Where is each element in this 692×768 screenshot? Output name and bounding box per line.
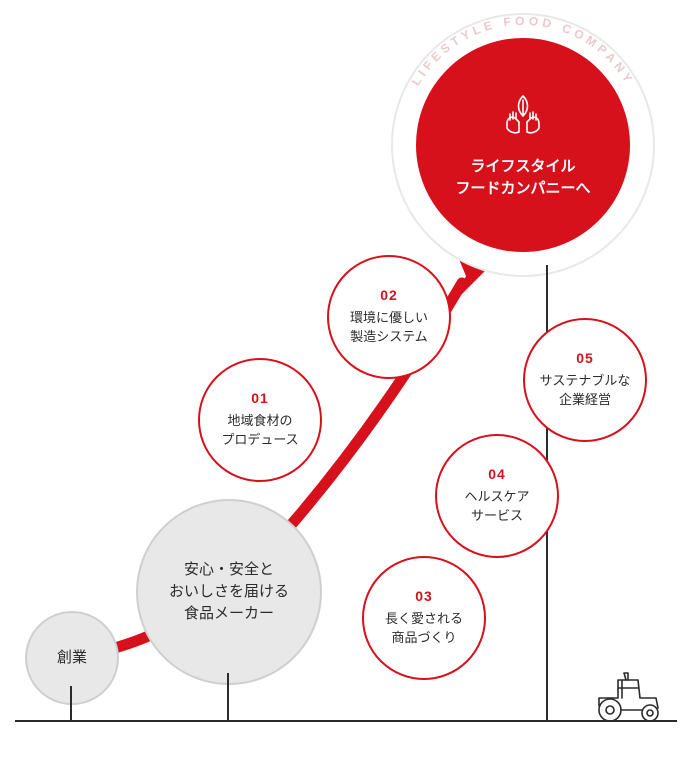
pillar-label-line: 地域食材の	[227, 412, 292, 431]
pillar-number: 04	[488, 466, 506, 482]
pillar-number: 03	[415, 588, 433, 604]
pillar-number: 05	[576, 350, 594, 366]
pillar-number: 02	[380, 287, 398, 303]
pillar-label-line: 製造システム	[350, 328, 428, 347]
tractor-icon	[588, 670, 668, 722]
goal-title: ライフスタイルフードカンパニーへ	[455, 156, 590, 201]
pillar-circle-01: 01 地域食材のプロデュース	[198, 358, 322, 482]
diagram-canvas: 創業 安心・安全とおいしさを届ける食品メーカー LIFESTYLE FOOD C…	[0, 0, 692, 768]
pillar-label-line: 商品づくり	[391, 629, 456, 648]
pillar-number: 01	[251, 390, 269, 406]
vertical-line-1	[227, 673, 229, 720]
pillar-circle-05: 05 サステナブルな企業経営	[523, 318, 647, 442]
pillar-circle-03: 03 長く愛される商品づくり	[362, 556, 486, 680]
pillar-label-line: 企業経営	[559, 391, 611, 410]
pillar-label-line: サステナブルな	[540, 372, 631, 391]
pillar-label-line: プロデュース	[221, 431, 298, 450]
leaf-hands-icon	[495, 90, 551, 146]
pillar-label-line: サービス	[471, 507, 523, 526]
pillar-label-line: 環境に優しい	[350, 309, 428, 328]
pillar-label-line: ヘルスケア	[464, 488, 529, 507]
pillar-label-line: 長く愛される	[385, 610, 463, 629]
vertical-line-0	[70, 686, 72, 720]
goal-circle: ライフスタイルフードカンパニーへ	[416, 38, 630, 252]
pillar-circle-02: 02 環境に優しい製造システム	[327, 255, 451, 379]
pillar-circle-04: 04 ヘルスケアサービス	[435, 434, 559, 558]
goal-title-line: フードカンパニーへ	[455, 178, 590, 201]
goal-title-line: ライフスタイル	[455, 156, 590, 179]
